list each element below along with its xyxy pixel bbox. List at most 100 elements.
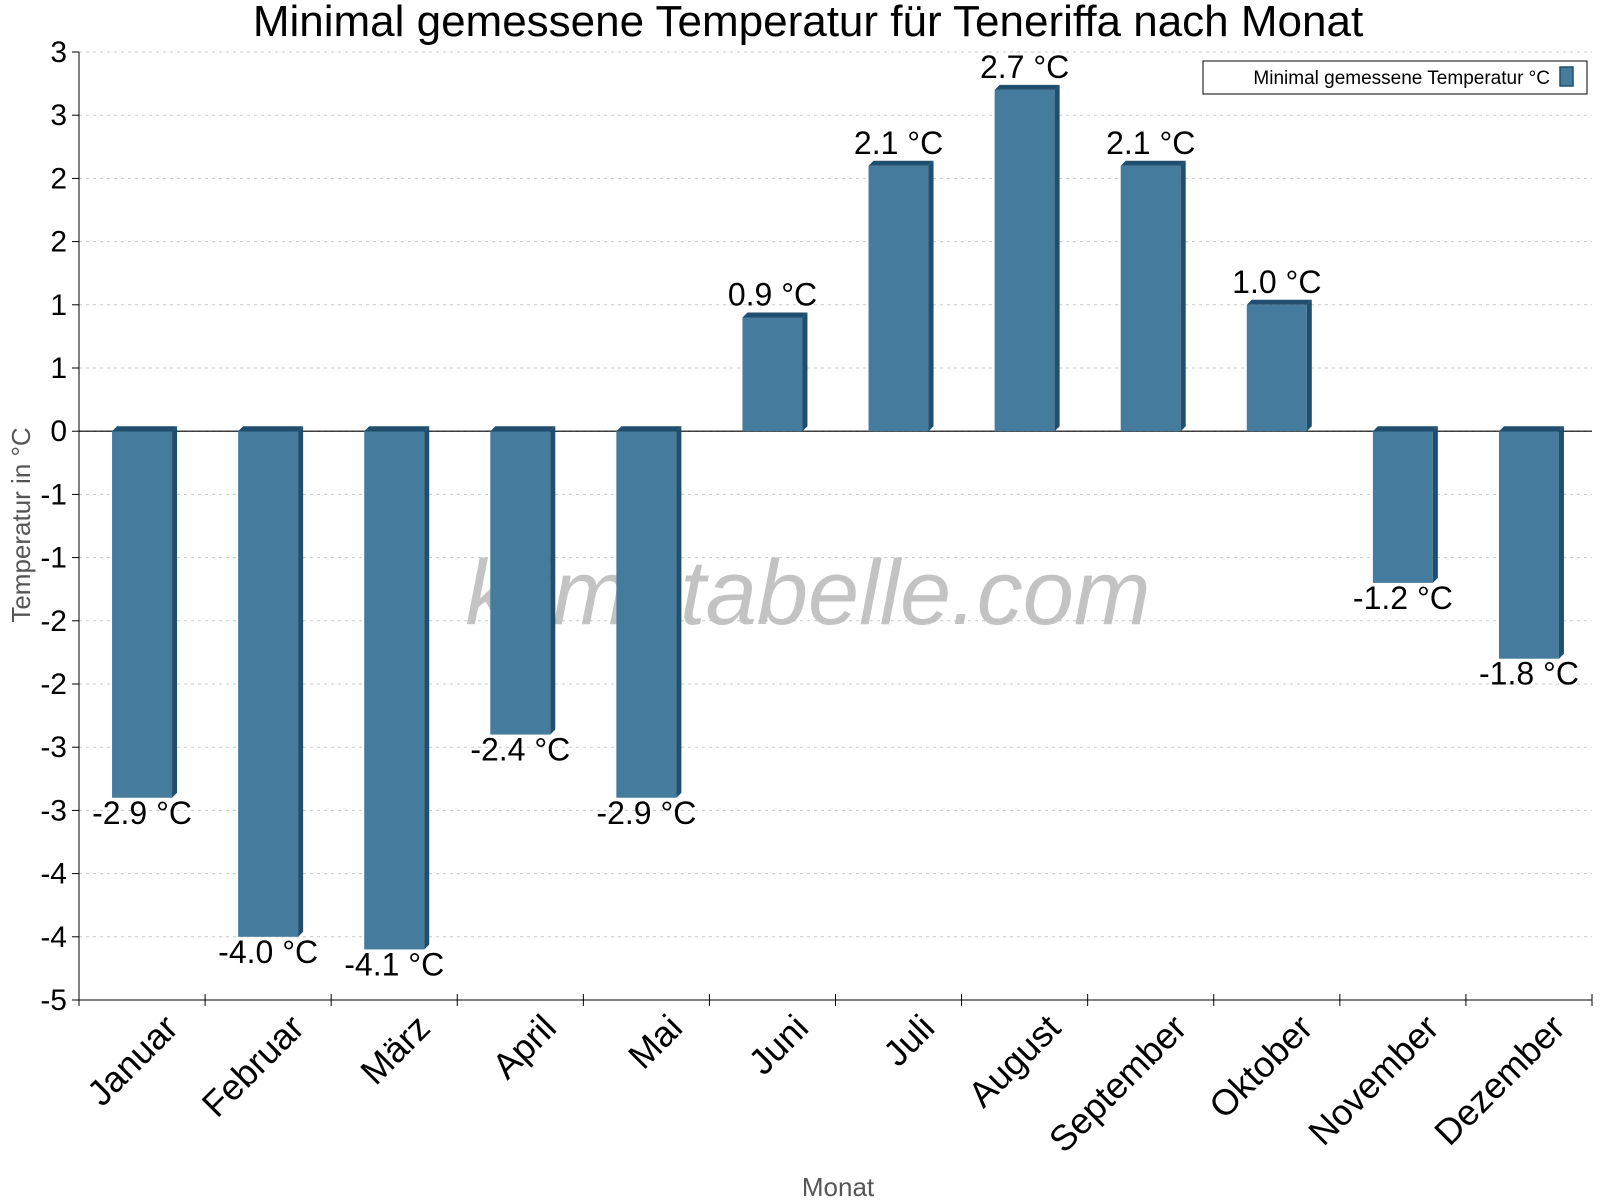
bar [868, 160, 934, 432]
y-tick-label: -4 [40, 921, 67, 954]
bar-face [112, 431, 173, 798]
bar [616, 426, 682, 798]
bar-top [1246, 299, 1312, 305]
bar-top [994, 84, 1060, 90]
bar [112, 426, 178, 798]
bar-top [1372, 426, 1438, 432]
bar-face [868, 165, 929, 432]
bar-side [1432, 426, 1438, 583]
bar [490, 426, 556, 735]
bar-face [490, 431, 551, 735]
y-tick-label: -5 [40, 984, 67, 1017]
bar [1120, 160, 1186, 432]
x-tick-label: Mai [620, 1007, 690, 1077]
data-label: 0.9 °C [728, 276, 817, 312]
data-label: -1.8 °C [1479, 656, 1579, 692]
bar-face [742, 317, 803, 432]
y-tick-label: -3 [40, 794, 67, 827]
bar-side [1306, 299, 1312, 432]
x-tick-label: Januar [79, 1007, 186, 1114]
legend-box [1202, 60, 1588, 95]
bar-top [490, 426, 556, 432]
bar [1498, 426, 1564, 659]
bar-face [1498, 431, 1559, 659]
bar-side [676, 426, 682, 798]
bar-top [1120, 160, 1186, 166]
y-tick-label: -1 [40, 542, 67, 575]
x-tick-label: Februar [194, 1007, 312, 1125]
y-tick-label: -2 [40, 605, 67, 638]
data-label: -2.4 °C [470, 732, 570, 768]
data-label: -4.0 °C [218, 934, 318, 970]
bar-face [364, 431, 425, 950]
x-axis-title: Monat [802, 1172, 875, 1200]
legend-swatch [1559, 66, 1574, 87]
bar-top [742, 312, 808, 318]
data-labels: -2.9 °C -4.0 °C -4.1 °C -2.4 °C -2.9 °C 0.9 °… [92, 49, 1579, 983]
bar-face [994, 89, 1055, 432]
y-tick-label: 3 [50, 36, 67, 69]
axes [72, 51, 1593, 1006]
data-label: -1.2 °C [1353, 580, 1453, 616]
data-label: -4.1 °C [344, 946, 444, 982]
bar [238, 426, 304, 937]
y-tick-labels: 3 3 2 2 1 1 0 -1 -1 -2 -2 -3 -3 -4 -4 -5 [40, 36, 67, 1017]
bar-side [298, 426, 304, 937]
x-tick-labels: Januar Februar März April Mai Juni Juli AugustS… [79, 1007, 1573, 1161]
legend-label: Minimal gemessene Temperatur °C [1253, 68, 1550, 89]
x-tick-label: Dezember [1426, 1007, 1572, 1153]
data-label: 2.1 °C [1106, 125, 1195, 161]
legend: Minimal gemessene Temperatur °C [1202, 60, 1588, 95]
data-label: 1.0 °C [1232, 264, 1321, 300]
bar-side [1054, 84, 1060, 432]
y-tick-label: -2 [40, 668, 67, 701]
data-label: 2.1 °C [854, 125, 943, 161]
y-tick-label: 1 [50, 352, 67, 385]
y-tick-label: 2 [50, 162, 67, 195]
bar-side [1558, 426, 1564, 659]
bar [742, 312, 808, 432]
bar-top [616, 426, 682, 432]
bar-face [238, 431, 299, 937]
grid-lines [79, 51, 1592, 1001]
bar-top [868, 160, 934, 166]
x-tick-label: Oktober [1201, 1007, 1321, 1127]
bar-top [238, 426, 304, 432]
y-tick-label: -3 [40, 731, 67, 764]
bar-side [550, 426, 556, 735]
bar-top [112, 426, 178, 432]
bar-side [172, 426, 178, 798]
bar [364, 426, 430, 950]
x-tick-label: August [960, 1007, 1068, 1115]
bar-side [1180, 160, 1186, 432]
chart-title: Minimal gemessene Temperatur für Tenerif… [253, 0, 1363, 46]
bar-side [928, 160, 934, 432]
bar-top [364, 426, 430, 432]
x-tick-label: Juni [740, 1007, 816, 1083]
x-tick-label: September [1041, 1007, 1195, 1161]
data-label: -2.9 °C [92, 795, 192, 831]
y-tick-label: 1 [50, 289, 67, 322]
bar [1372, 426, 1438, 583]
bar-face [1120, 165, 1181, 432]
x-tick-label: November [1300, 1007, 1446, 1153]
y-tick-label: -4 [40, 858, 67, 891]
y-tick-label: 2 [50, 226, 67, 259]
bar [1246, 299, 1312, 432]
bar-face [1372, 431, 1433, 583]
bar-side [424, 426, 430, 950]
bar-side [802, 312, 808, 432]
bar-face [616, 431, 677, 798]
data-label: 2.7 °C [980, 49, 1069, 85]
bars [112, 84, 1564, 950]
y-axis-title: Temperatur in °C [6, 427, 36, 622]
x-tick-label: Juli [875, 1007, 942, 1074]
bar [994, 84, 1060, 432]
y-tick-label: 3 [50, 99, 67, 132]
y-tick-label: 0 [50, 415, 67, 448]
y-tick-label: -1 [40, 478, 67, 511]
bar-face [1246, 304, 1307, 432]
x-tick-label: März [352, 1007, 438, 1093]
watermark: klimatabelle.com [465, 542, 1150, 644]
